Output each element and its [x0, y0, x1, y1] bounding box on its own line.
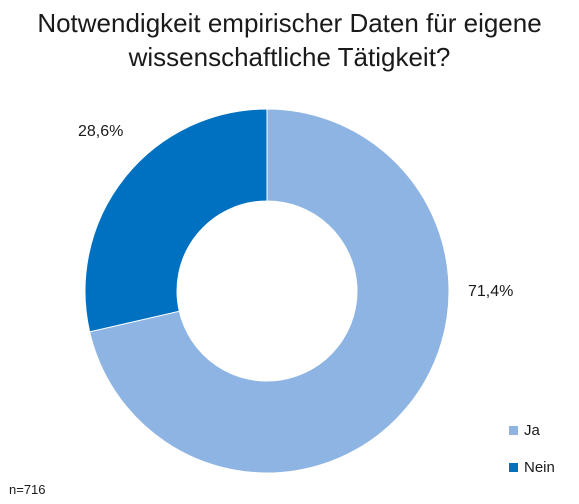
slice-label-nein: 28,6%	[78, 123, 123, 140]
donut-slice-ja	[89, 108, 450, 474]
slice-label-ja: 71,4%	[468, 283, 513, 300]
chart-title-line-2: wissenschaftliche Tätigkeit?	[128, 42, 451, 72]
sample-size-note: n=716	[9, 482, 46, 497]
legend-swatch-ja	[509, 426, 518, 435]
donut-slice-nein	[84, 108, 268, 333]
legend-label-nein: Nein	[524, 459, 555, 476]
donut-slices	[84, 108, 450, 474]
chart-title-line-1: Notwendigkeit empirischer Daten für eige…	[37, 8, 542, 38]
legend-swatch-nein	[509, 463, 518, 472]
chart-title: Notwendigkeit empirischer Daten für eige…	[0, 6, 579, 74]
legend: Ja Nein	[509, 422, 555, 476]
legend-label-ja: Ja	[524, 422, 541, 439]
